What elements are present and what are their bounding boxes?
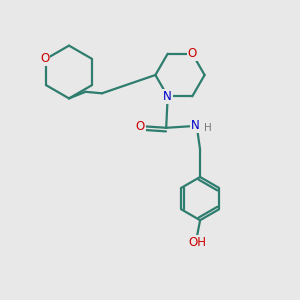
Text: N: N: [163, 90, 172, 103]
Text: O: O: [40, 52, 49, 65]
Text: H: H: [204, 123, 212, 133]
Text: N: N: [191, 119, 200, 132]
Text: O: O: [136, 120, 145, 133]
Text: O: O: [188, 47, 197, 60]
Text: OH: OH: [188, 236, 206, 249]
